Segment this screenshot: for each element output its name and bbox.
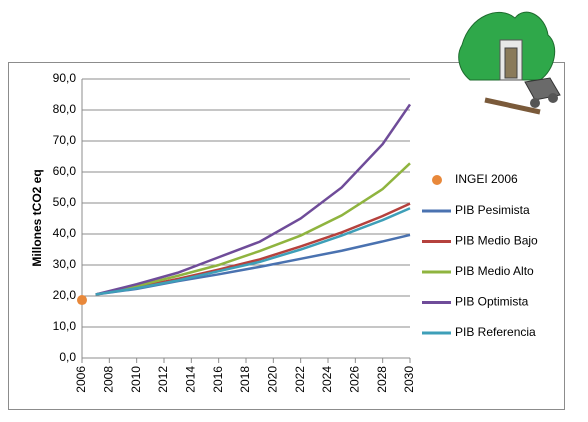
y-tick-label: 10,0 [53, 319, 77, 333]
series-line [95, 103, 412, 296]
y-tick-label: 30,0 [53, 257, 77, 271]
x-tick-label: 2028 [375, 366, 389, 393]
x-tick-label: 2024 [320, 366, 334, 393]
data-point [77, 295, 87, 306]
y-tick-label: 40,0 [53, 226, 77, 240]
legend-label: PIB Optimista [455, 295, 529, 309]
y-tick-label: 70,0 [53, 133, 77, 147]
x-tick-label: 2022 [293, 366, 307, 393]
y-axis-label: Millones tCO2 eq [30, 169, 44, 266]
series-line [95, 162, 411, 296]
x-tick-label: 2016 [211, 366, 225, 393]
x-tick-label: 2006 [74, 366, 88, 393]
y-tick-label: 90,0 [53, 71, 77, 85]
y-tick-label: 60,0 [53, 164, 77, 178]
y-tick-label: 80,0 [53, 102, 77, 116]
x-tick-label: 2012 [156, 366, 170, 393]
legend-label: INGEI 2006 [455, 172, 518, 186]
x-tick-label: 2014 [184, 366, 198, 393]
legend-label: PIB Pesimista [455, 203, 530, 217]
y-tick-label: 0,0 [59, 350, 76, 364]
x-tick-label: 2026 [348, 366, 362, 393]
x-tick-label: 2020 [266, 366, 280, 393]
x-tick-label: 2018 [238, 366, 252, 393]
series-line [95, 207, 411, 296]
y-tick-label: 20,0 [53, 288, 77, 302]
legend-label: PIB Medio Bajo [455, 234, 538, 248]
legend-marker [432, 175, 442, 185]
legend-label: PIB Referencia [455, 325, 536, 339]
x-tick-label: 2008 [102, 366, 116, 393]
x-tick-label: 2010 [129, 366, 143, 393]
y-tick-label: 50,0 [53, 195, 77, 209]
chart-frame [8, 62, 565, 410]
legend-label: PIB Medio Alto [455, 264, 534, 278]
illustration [458, 11, 561, 115]
x-tick-label: 2030 [402, 366, 416, 393]
